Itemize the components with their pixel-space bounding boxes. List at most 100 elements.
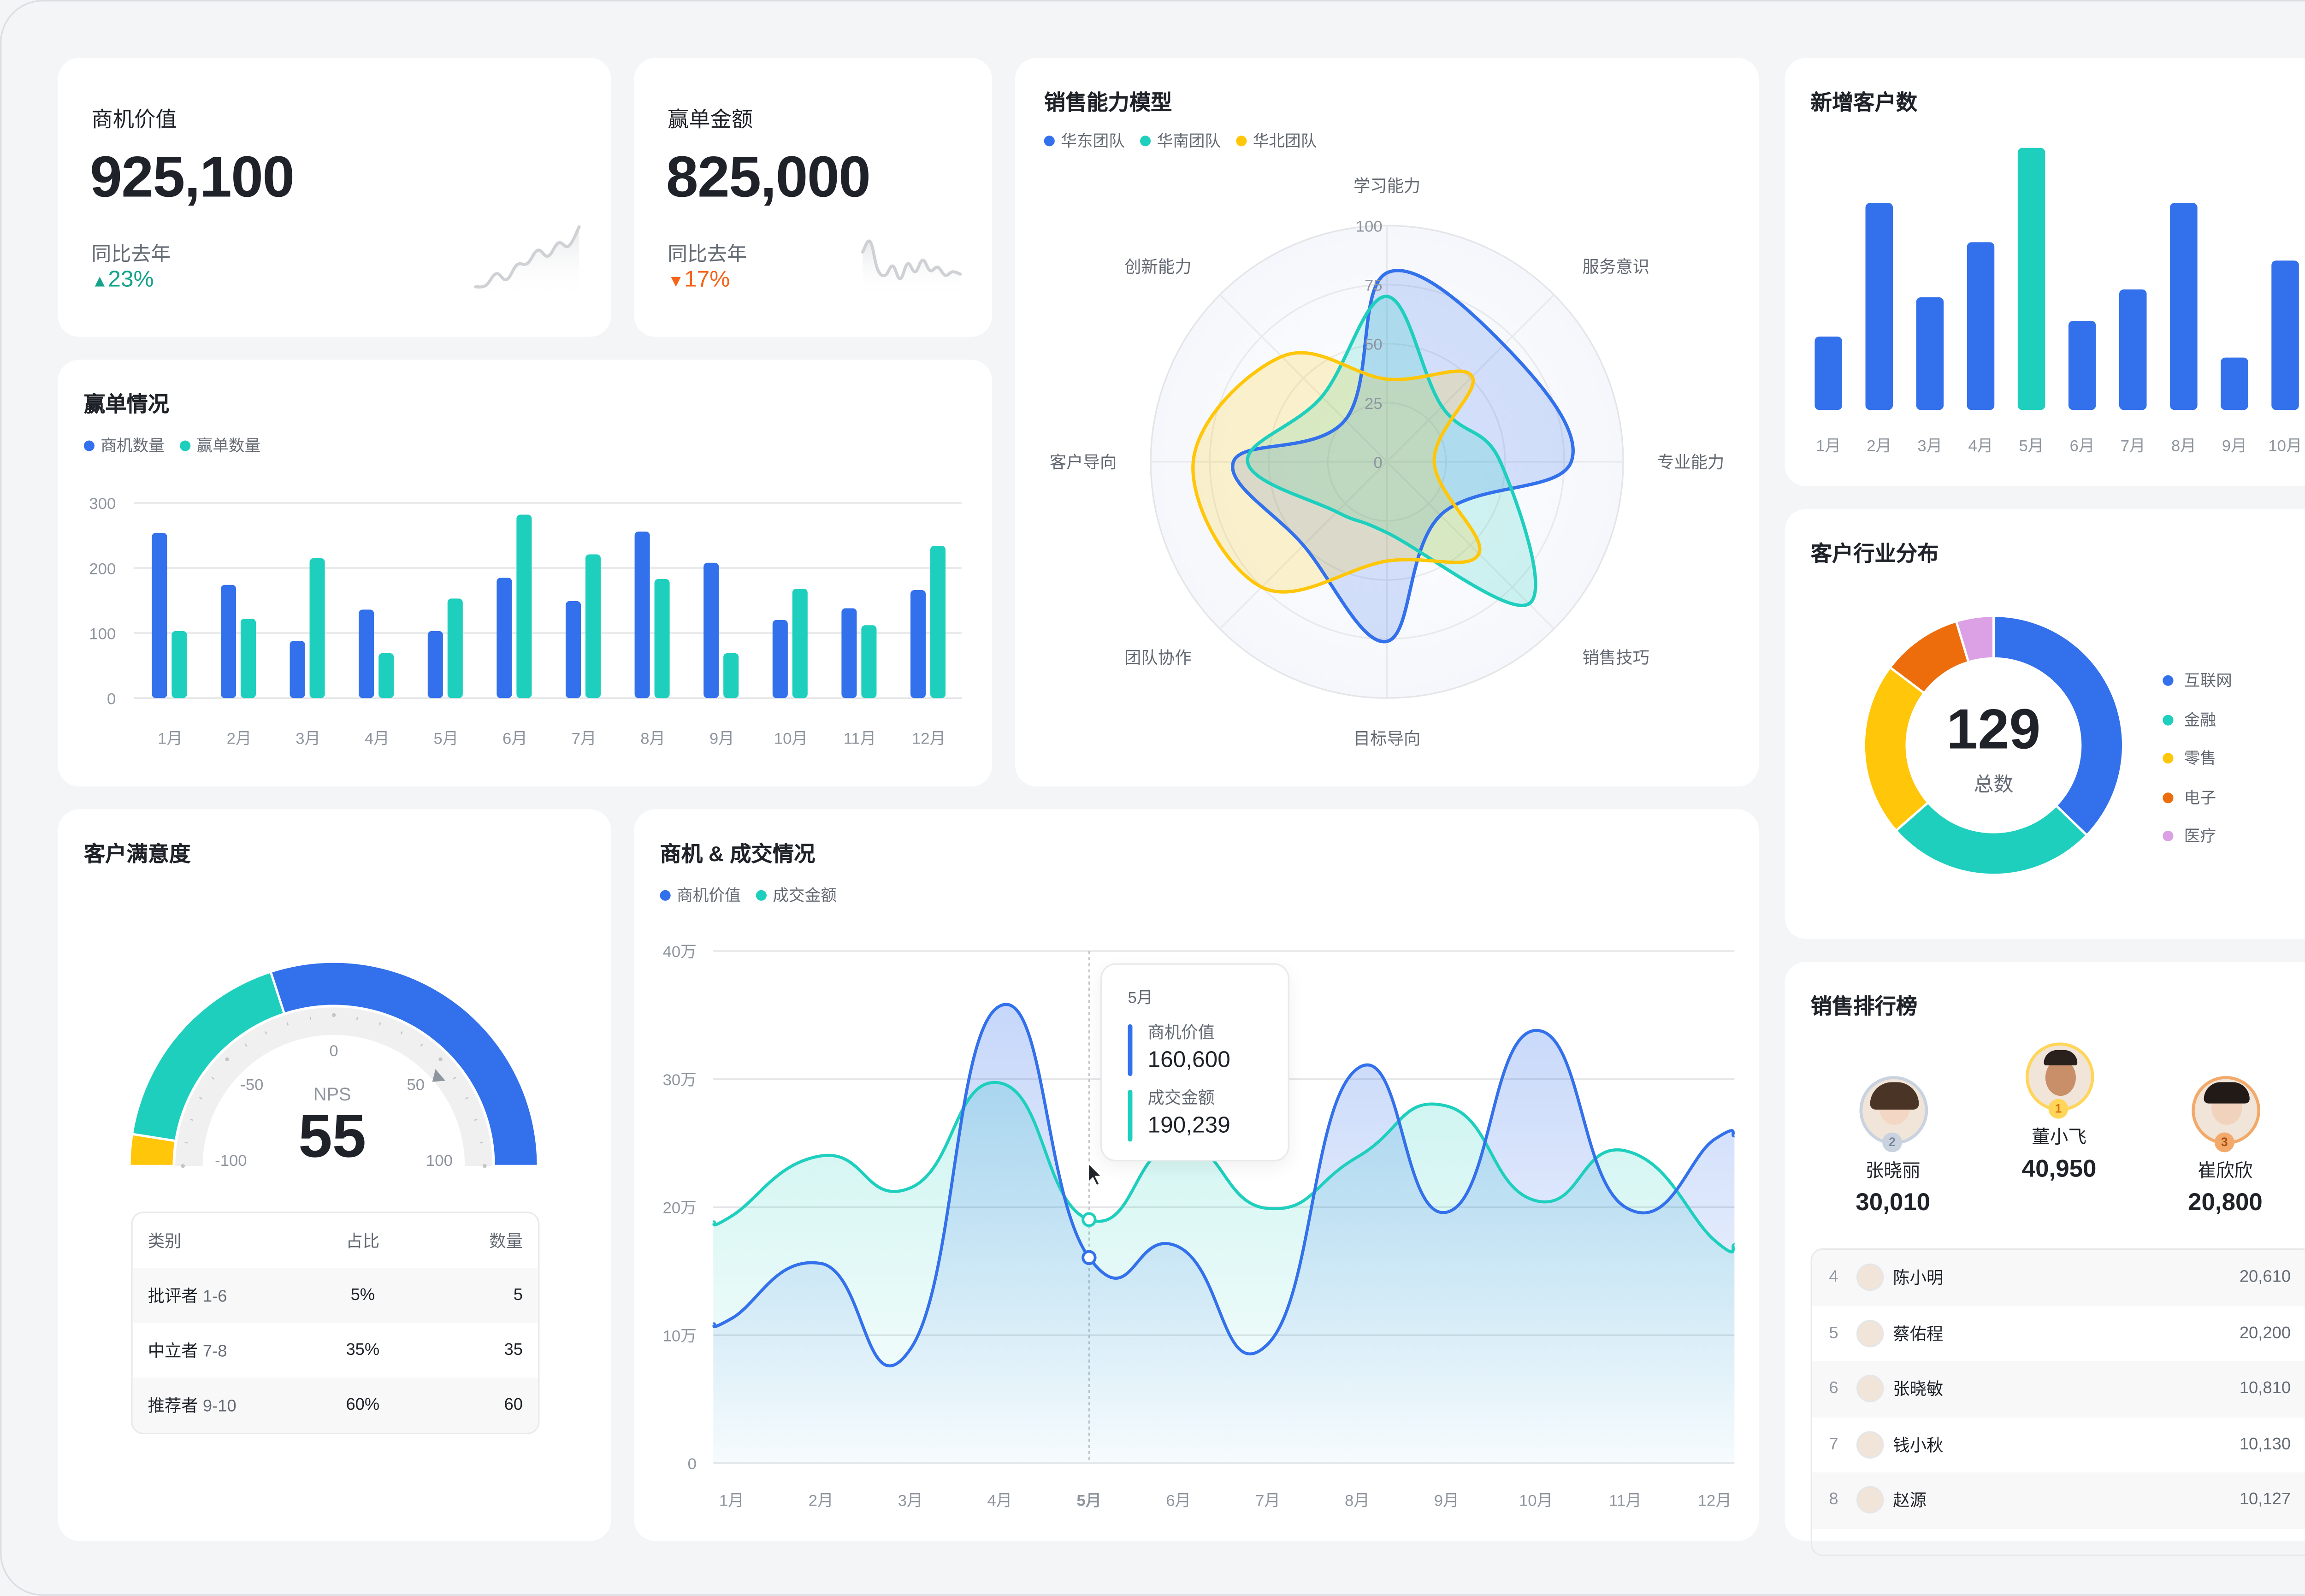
radar-area-2 <box>1193 353 1480 592</box>
y-tick-label: 0 <box>107 690 116 708</box>
legend-item[interactable]: 华北团队 <box>1236 130 1317 153</box>
y-tick-label: 30万 <box>663 1071 697 1089</box>
table-row: 批评者 1-6 5% 5 <box>132 1268 538 1323</box>
bar-new-customers <box>1814 337 1842 410</box>
category: 批评者 <box>148 1288 198 1306</box>
gauge-pointer-icon <box>432 1069 446 1082</box>
gauge-major-tick <box>438 1057 443 1062</box>
legend-item[interactable]: 金融 <box>2163 700 2232 739</box>
col-share: 占比 <box>346 1233 380 1252</box>
legend-item[interactable]: 商机价值 <box>660 884 741 907</box>
legend-item[interactable]: 赢单数量 <box>180 434 260 457</box>
x-tick-label: 6月 <box>2070 437 2095 455</box>
legend-label: 成交金额 <box>773 887 837 905</box>
sparkline-line <box>861 239 962 280</box>
chart-legend: 华东团队 华南团队 华北团队 <box>1044 130 1317 153</box>
table-row: 中立者 7-8 35% 35 <box>133 1323 538 1378</box>
card-title: 客户满意度 <box>83 841 191 866</box>
share: 35% <box>346 1341 380 1360</box>
kpi-card-opportunity-value: 商机价值 925,100 同比去年 ▲23% <box>58 58 611 337</box>
axis-label: 团队协作 <box>1124 648 1191 667</box>
x-tick-label: 5月 <box>433 730 458 747</box>
legend-item[interactable]: 华东团队 <box>1044 130 1125 153</box>
kpi-compare-label: 同比去年 <box>91 242 171 266</box>
axis-label: 目标导向 <box>1353 729 1420 748</box>
rank-number: 8 <box>1829 1491 1838 1509</box>
kpi-sparkline <box>861 239 962 299</box>
gauge-segment-推荐者 <box>269 960 539 1167</box>
bar-new-customers <box>2068 321 2096 410</box>
legend-item[interactable]: 医疗 <box>2163 817 2232 856</box>
rank-name: 张晓敏 <box>1893 1381 1944 1400</box>
legend-dot <box>2163 753 2174 764</box>
x-tick-label: 3月 <box>1917 437 1942 455</box>
x-tick-label: 12月 <box>1698 1492 1732 1509</box>
legend-item[interactable]: 电子 <box>2163 778 2232 817</box>
podium-rank-1[interactable]: 1 董小飞 40,950 <box>1983 1042 2135 1184</box>
x-tick-label: 7月 <box>572 730 597 747</box>
rank-value: 20,200 <box>2239 1324 2291 1342</box>
chart-tooltip: 5月 商机价值 160,600 成交金额 190,239 <box>1100 963 1289 1162</box>
bar-won-count <box>861 625 877 698</box>
list-item[interactable]: 8 赵源 10,127 <box>1812 1472 2305 1528</box>
gauge-major-tick <box>483 1164 487 1168</box>
list-item[interactable]: 4 陈小明 20,610 <box>1812 1250 2305 1306</box>
x-tick-label: 7月 <box>1255 1492 1280 1509</box>
podium-rank-2[interactable]: 2 张晓丽 30,010 <box>1817 1076 1969 1218</box>
legend-item[interactable]: 互联网 <box>2163 662 2232 700</box>
list-item[interactable]: 5 蔡佑程 20,200 <box>1812 1306 2305 1361</box>
card-title: 销售能力模型 <box>1044 90 1172 114</box>
legend-item[interactable]: 成交金额 <box>756 884 837 907</box>
gauge-tick-label: -100 <box>215 1152 247 1170</box>
x-tick-label: 1月 <box>719 1492 744 1509</box>
legend-label: 华北团队 <box>1253 132 1317 151</box>
gauge-major-tick <box>181 1164 185 1168</box>
legend-item[interactable]: 商机数量 <box>83 434 165 457</box>
x-tick-label: 10月 <box>2268 437 2302 455</box>
legend-dot <box>1044 136 1055 147</box>
card-title: 客户行业分布 <box>1810 541 1939 566</box>
bar-opportunity-count <box>772 620 788 698</box>
donut-slice-零售 <box>1862 666 1930 833</box>
person-icon <box>2045 1059 2075 1096</box>
list-item[interactable]: 6 张晓敏 10,810 <box>1812 1361 2305 1417</box>
donut-slice-互联网 <box>1992 615 2124 837</box>
radar-line-1 <box>1246 295 1537 607</box>
bar-won-count <box>585 554 601 698</box>
r-tick-label: 75 <box>1365 277 1383 295</box>
legend-label: 零售 <box>2184 750 2216 769</box>
gauge-tick-label: 0 <box>329 1042 338 1060</box>
trend-area-chart[interactable]: 0 10万 20万 30万 40万 1月 2月 3月 4月 5月 6月 7月 8月 9月 10月 11月 12月 <box>634 810 1759 1541</box>
legend-item[interactable]: 零售 <box>2163 739 2232 778</box>
count: 35 <box>504 1341 523 1360</box>
mouse-cursor-icon <box>1087 1161 1104 1187</box>
x-tick-label: 10月 <box>774 730 808 747</box>
gauge-minor-tick <box>474 1118 478 1121</box>
rank-badge: 3 <box>2214 1132 2234 1153</box>
list-item[interactable]: 7 钱小秋 10,130 <box>1812 1417 2305 1472</box>
tooltip-title: 5月 <box>1128 989 1153 1008</box>
podium-rank-3[interactable]: 3 崔欣欣 20,800 <box>2149 1076 2302 1218</box>
radar-line-2 <box>1191 351 1482 594</box>
rank-value: 20,610 <box>2239 1268 2291 1287</box>
category: 推荐者 <box>148 1397 198 1416</box>
avatar <box>1856 1264 1884 1292</box>
rank-value: 10,810 <box>2239 1379 2291 1398</box>
bar-won-count <box>516 514 532 698</box>
count: 5 <box>513 1286 523 1305</box>
legend-label: 医疗 <box>2184 828 2216 846</box>
x-tick-label: 9月 <box>2222 437 2247 455</box>
x-tick-label: 1月 <box>158 730 183 747</box>
radar-area-0 <box>1232 270 1573 642</box>
avatar <box>2191 1076 2260 1145</box>
rank-number: 6 <box>1829 1379 1838 1398</box>
axis-label: 服务意识 <box>1583 257 1649 276</box>
x-tick-label: 6月 <box>1166 1492 1191 1509</box>
legend-item[interactable]: 华南团队 <box>1140 130 1221 153</box>
bar-opportunity-count <box>427 631 443 698</box>
bar-new-customers <box>2017 148 2045 410</box>
card-title: 新增客户数 <box>1810 90 1918 114</box>
donut-legend: 互联网 金融零售电子医疗 <box>2163 662 2232 856</box>
gauge-minor-tick <box>211 1076 215 1080</box>
